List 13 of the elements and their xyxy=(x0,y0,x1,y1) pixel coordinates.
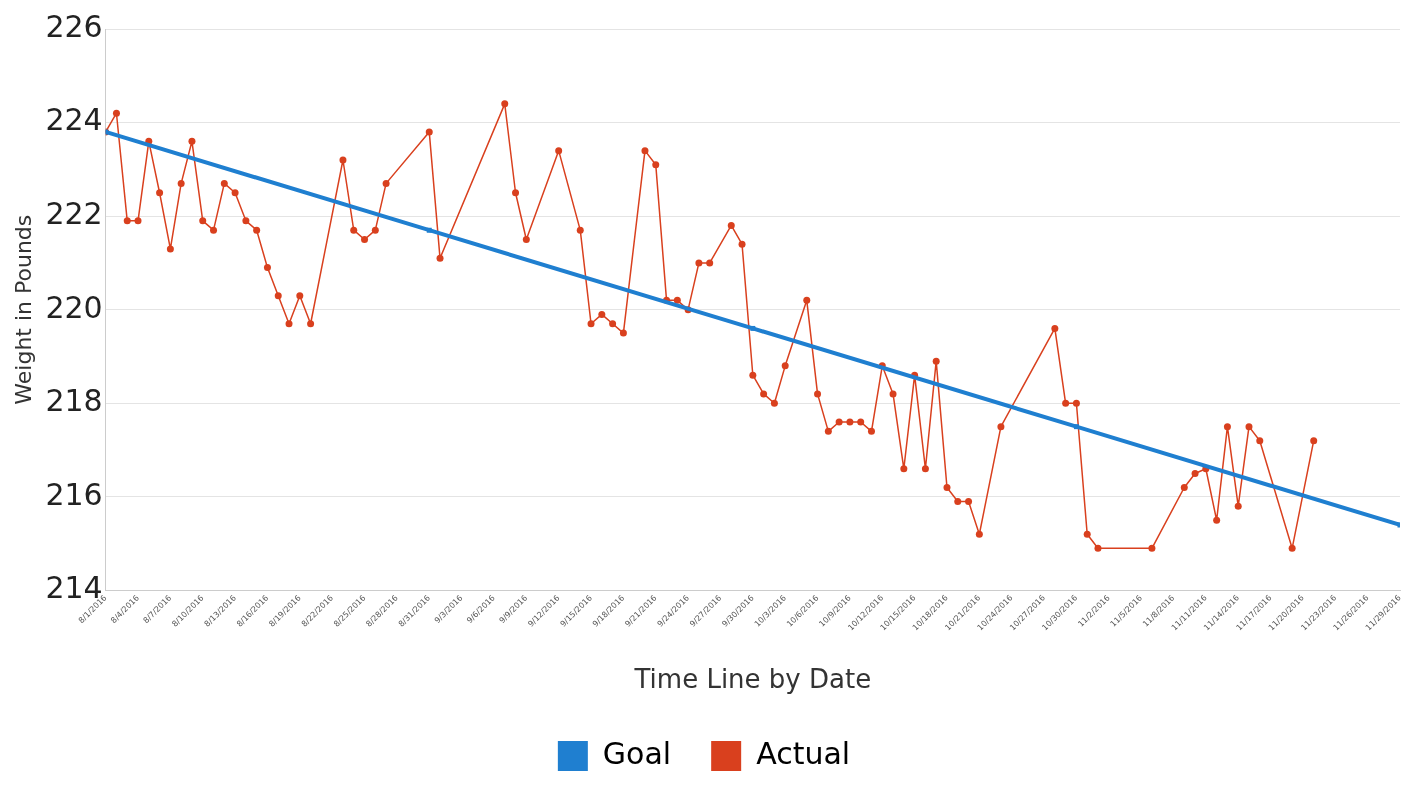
legend-label: Goal xyxy=(602,735,672,771)
point xyxy=(750,325,756,331)
y-tick-label: 218 xyxy=(45,383,103,419)
y-tick-label: 226 xyxy=(45,8,103,44)
legend-label: Actual xyxy=(756,735,851,771)
y-tick-label: 222 xyxy=(45,195,103,231)
y-tick-label: 224 xyxy=(45,102,103,138)
point xyxy=(1073,424,1079,430)
point xyxy=(426,227,432,233)
y-tick-label: 216 xyxy=(45,476,103,512)
y-tick-label: 220 xyxy=(45,289,103,325)
y-axis-title: Weight in Pounds xyxy=(10,214,36,405)
x-axis-title: Time Line by Date xyxy=(633,664,872,695)
